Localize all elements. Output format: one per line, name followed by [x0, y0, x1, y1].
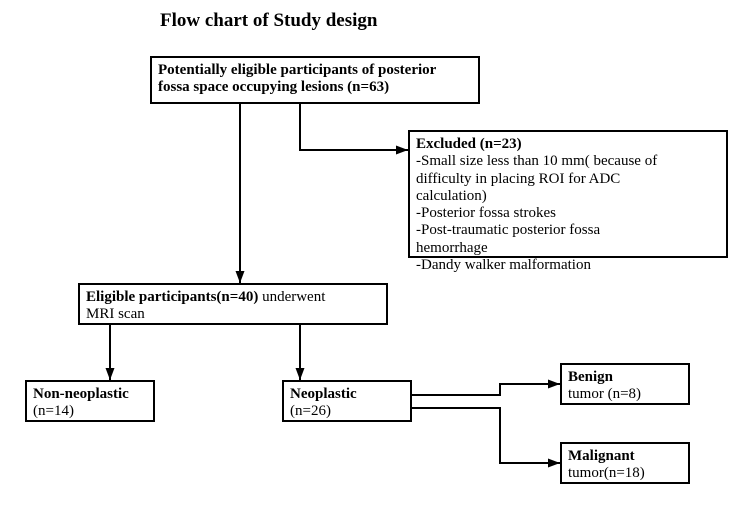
node-line: Excluded (n=23) [416, 136, 720, 153]
edge-arrowhead [106, 368, 115, 380]
node-line: Benign [568, 369, 682, 386]
flowchart-canvas: Flow chart of Study design Potentially e… [0, 0, 750, 515]
node-benign: Benigntumor (n=8) [560, 363, 690, 405]
node-line: Neoplastic [290, 386, 404, 403]
edge-arrowhead [236, 271, 245, 283]
node-line: Non-neoplastic [33, 386, 147, 403]
node-non-neoplastic: Non-neoplastic(n=14) [25, 380, 155, 422]
node-line: Potentially eligible participants of pos… [158, 62, 472, 79]
edge-line [412, 384, 560, 395]
edge-line [412, 408, 560, 463]
edge-arrowhead [548, 380, 560, 389]
node-line: tumor (n=8) [568, 386, 682, 403]
node-line: Malignant [568, 448, 682, 465]
node-neoplastic: Neoplastic(n=26) [282, 380, 412, 422]
edge-arrowhead [548, 459, 560, 468]
node-line: MRI scan [86, 306, 380, 323]
node-line: (n=26) [290, 403, 404, 420]
edge-arrowhead [396, 146, 408, 155]
edge-arrowhead [296, 368, 305, 380]
node-line: Eligible participants(n=40) underwent [86, 289, 380, 306]
node-line: -Posterior fossa strokes [416, 205, 720, 222]
node-malignant: Malignanttumor(n=18) [560, 442, 690, 484]
node-line: -Post-traumatic posterior fossa [416, 222, 720, 239]
node-potentially-eligible: Potentially eligible participants of pos… [150, 56, 480, 104]
node-line: fossa space occupying lesions (n=63) [158, 79, 472, 96]
node-line: calculation) [416, 188, 720, 205]
node-line: tumor(n=18) [568, 465, 682, 482]
node-line: hemorrhage [416, 240, 720, 257]
node-line: -Dandy walker malformation [416, 257, 720, 274]
node-eligible-40: Eligible participants(n=40) underwentMRI… [78, 283, 388, 325]
figure-title: Flow chart of Study design [160, 10, 377, 32]
node-line: (n=14) [33, 403, 147, 420]
node-line: -Small size less than 10 mm( because of [416, 153, 720, 170]
node-line: difficulty in placing ROI for ADC [416, 171, 720, 188]
edge-line [300, 104, 408, 150]
node-excluded: Excluded (n=23)-Small size less than 10 … [408, 130, 728, 258]
